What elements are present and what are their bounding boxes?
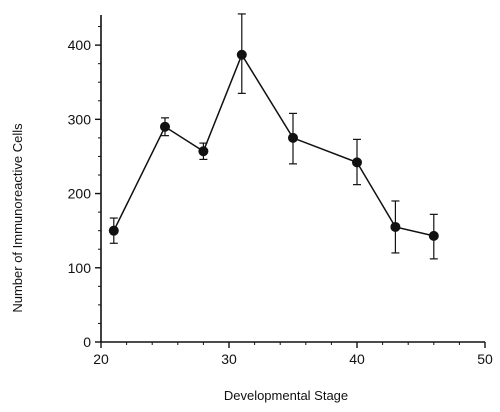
data-point bbox=[160, 121, 170, 132]
x-tick-label: 30 bbox=[221, 351, 237, 367]
x-tick-label: 40 bbox=[349, 351, 365, 367]
plot-layer: 0 100 200 300 400 20 30 40 50 bbox=[68, 13, 493, 367]
y-tick-label: 400 bbox=[68, 37, 92, 53]
y-tick-label: 0 bbox=[83, 334, 91, 350]
data-point bbox=[198, 146, 209, 157]
data-point bbox=[288, 132, 298, 143]
data-point bbox=[236, 49, 247, 60]
y-axis-title: Number of Immunoreactive Cells bbox=[10, 123, 25, 313]
y-tick-label: 100 bbox=[68, 260, 92, 276]
data-point bbox=[390, 221, 401, 232]
x-axis-title: Developmental Stage bbox=[224, 388, 348, 403]
y-tick-label: 200 bbox=[68, 186, 92, 202]
data-point bbox=[428, 230, 439, 241]
series-line bbox=[113, 53, 434, 237]
y-tick-label: 300 bbox=[68, 111, 92, 127]
data-point bbox=[352, 157, 362, 168]
x-tick-label: 20 bbox=[93, 351, 109, 367]
x-tick-label: 50 bbox=[477, 351, 493, 367]
data-point bbox=[108, 225, 119, 236]
